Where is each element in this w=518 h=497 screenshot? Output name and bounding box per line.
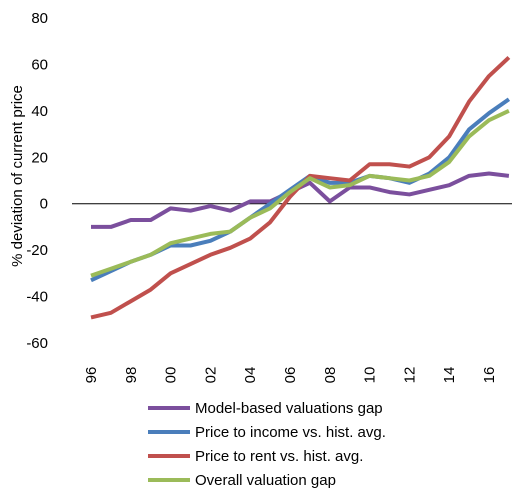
y-tick-label: -60 (26, 335, 48, 352)
legend-label: Model-based valuations gap (195, 400, 383, 417)
legend-label: Overall valuation gap (195, 472, 336, 489)
y-tick-label: 20 (31, 149, 48, 166)
x-tick-label: 00 (163, 367, 180, 384)
y-axis-label: % deviation of current price (9, 85, 26, 267)
x-tick-label: 08 (322, 367, 339, 384)
y-tick-label: -40 (26, 289, 48, 306)
series-line (90, 109, 510, 278)
x-tick-label: 12 (401, 367, 418, 384)
y-tick-label: 60 (31, 56, 48, 73)
y-tick-label: -20 (26, 242, 48, 259)
x-tick-label: 16 (481, 367, 498, 384)
x-tick-label: 02 (202, 367, 219, 384)
x-tick-label: 10 (362, 367, 379, 384)
x-tick-label: 14 (441, 367, 458, 384)
x-tick-label: 04 (242, 367, 259, 384)
x-tick-label: 06 (282, 367, 299, 384)
y-tick-label: 0 (40, 196, 48, 213)
legend-label: Price to rent vs. hist. avg. (195, 448, 363, 465)
x-tick-label: 96 (83, 367, 100, 384)
legend-label: Price to income vs. hist. avg. (195, 424, 386, 441)
x-tick-label: 98 (123, 367, 140, 384)
y-tick-label: 80 (31, 10, 48, 27)
y-tick-label: 40 (31, 103, 48, 120)
